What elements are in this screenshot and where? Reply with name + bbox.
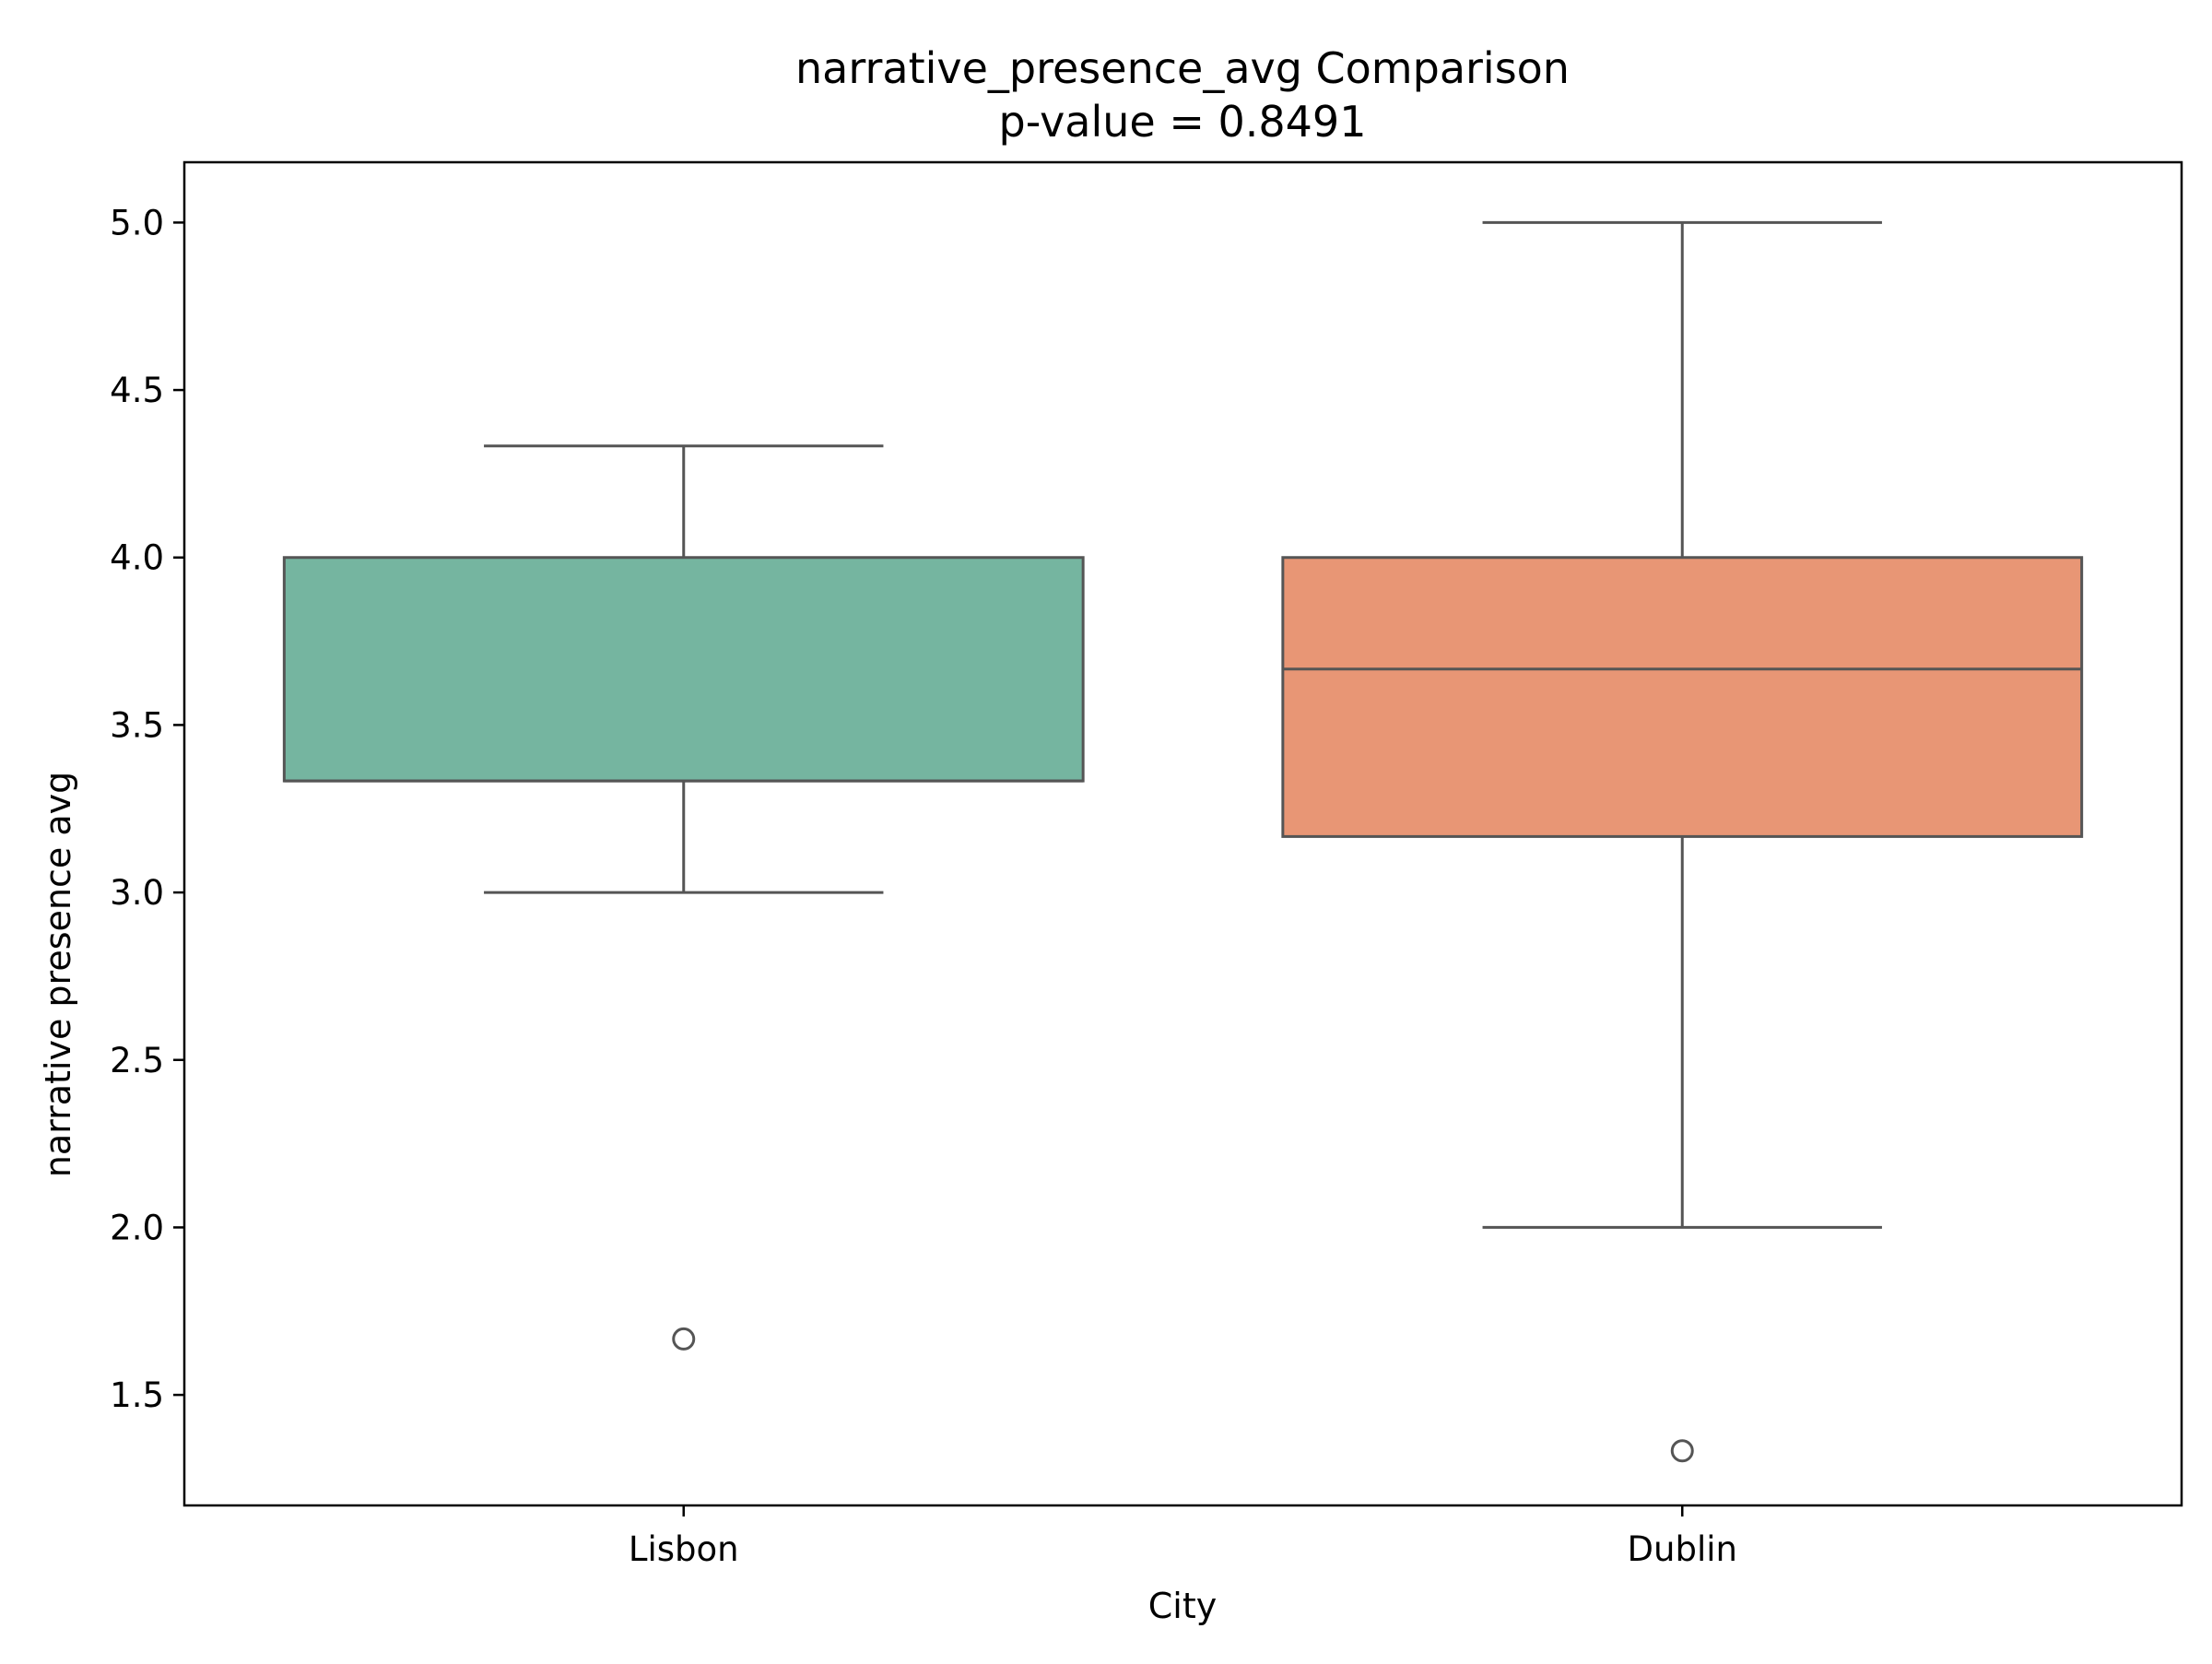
plot-area: 1.5 2.0 2.5 3.0 3.5 4.0 4.5 5.0 Lisbon Dublin: [110, 160, 2183, 1569]
y-tick-label: 5.0: [110, 203, 164, 242]
chart-title: narrative_presence_avg Comparison: [795, 43, 1570, 93]
y-tick-label: 1.5: [110, 1375, 164, 1415]
box-lisbon: [282, 556, 1085, 783]
x-tick-label: Dublin: [1628, 1529, 1737, 1569]
x-axis-label: City: [1148, 1586, 1217, 1626]
y-tick-label: 4.0: [110, 538, 164, 578]
outlier-point-lisbon-0: [672, 1327, 696, 1351]
outlier-point-dublin-0: [1670, 1439, 1694, 1463]
y-tick-label: 4.5: [110, 371, 164, 410]
y-axis-label: narrative presence avg: [38, 772, 78, 1177]
y-tick-label: 3.0: [110, 873, 164, 913]
y-tick-label: 2.5: [110, 1041, 164, 1080]
y-tick-label: 3.5: [110, 705, 164, 745]
y-tick-label: 2.0: [110, 1208, 164, 1247]
chart-subtitle: p-value = 0.8491: [999, 97, 1367, 147]
box-dublin: [1281, 556, 2084, 838]
x-tick-label: Lisbon: [629, 1529, 739, 1569]
plot-frame: [182, 160, 2183, 1507]
